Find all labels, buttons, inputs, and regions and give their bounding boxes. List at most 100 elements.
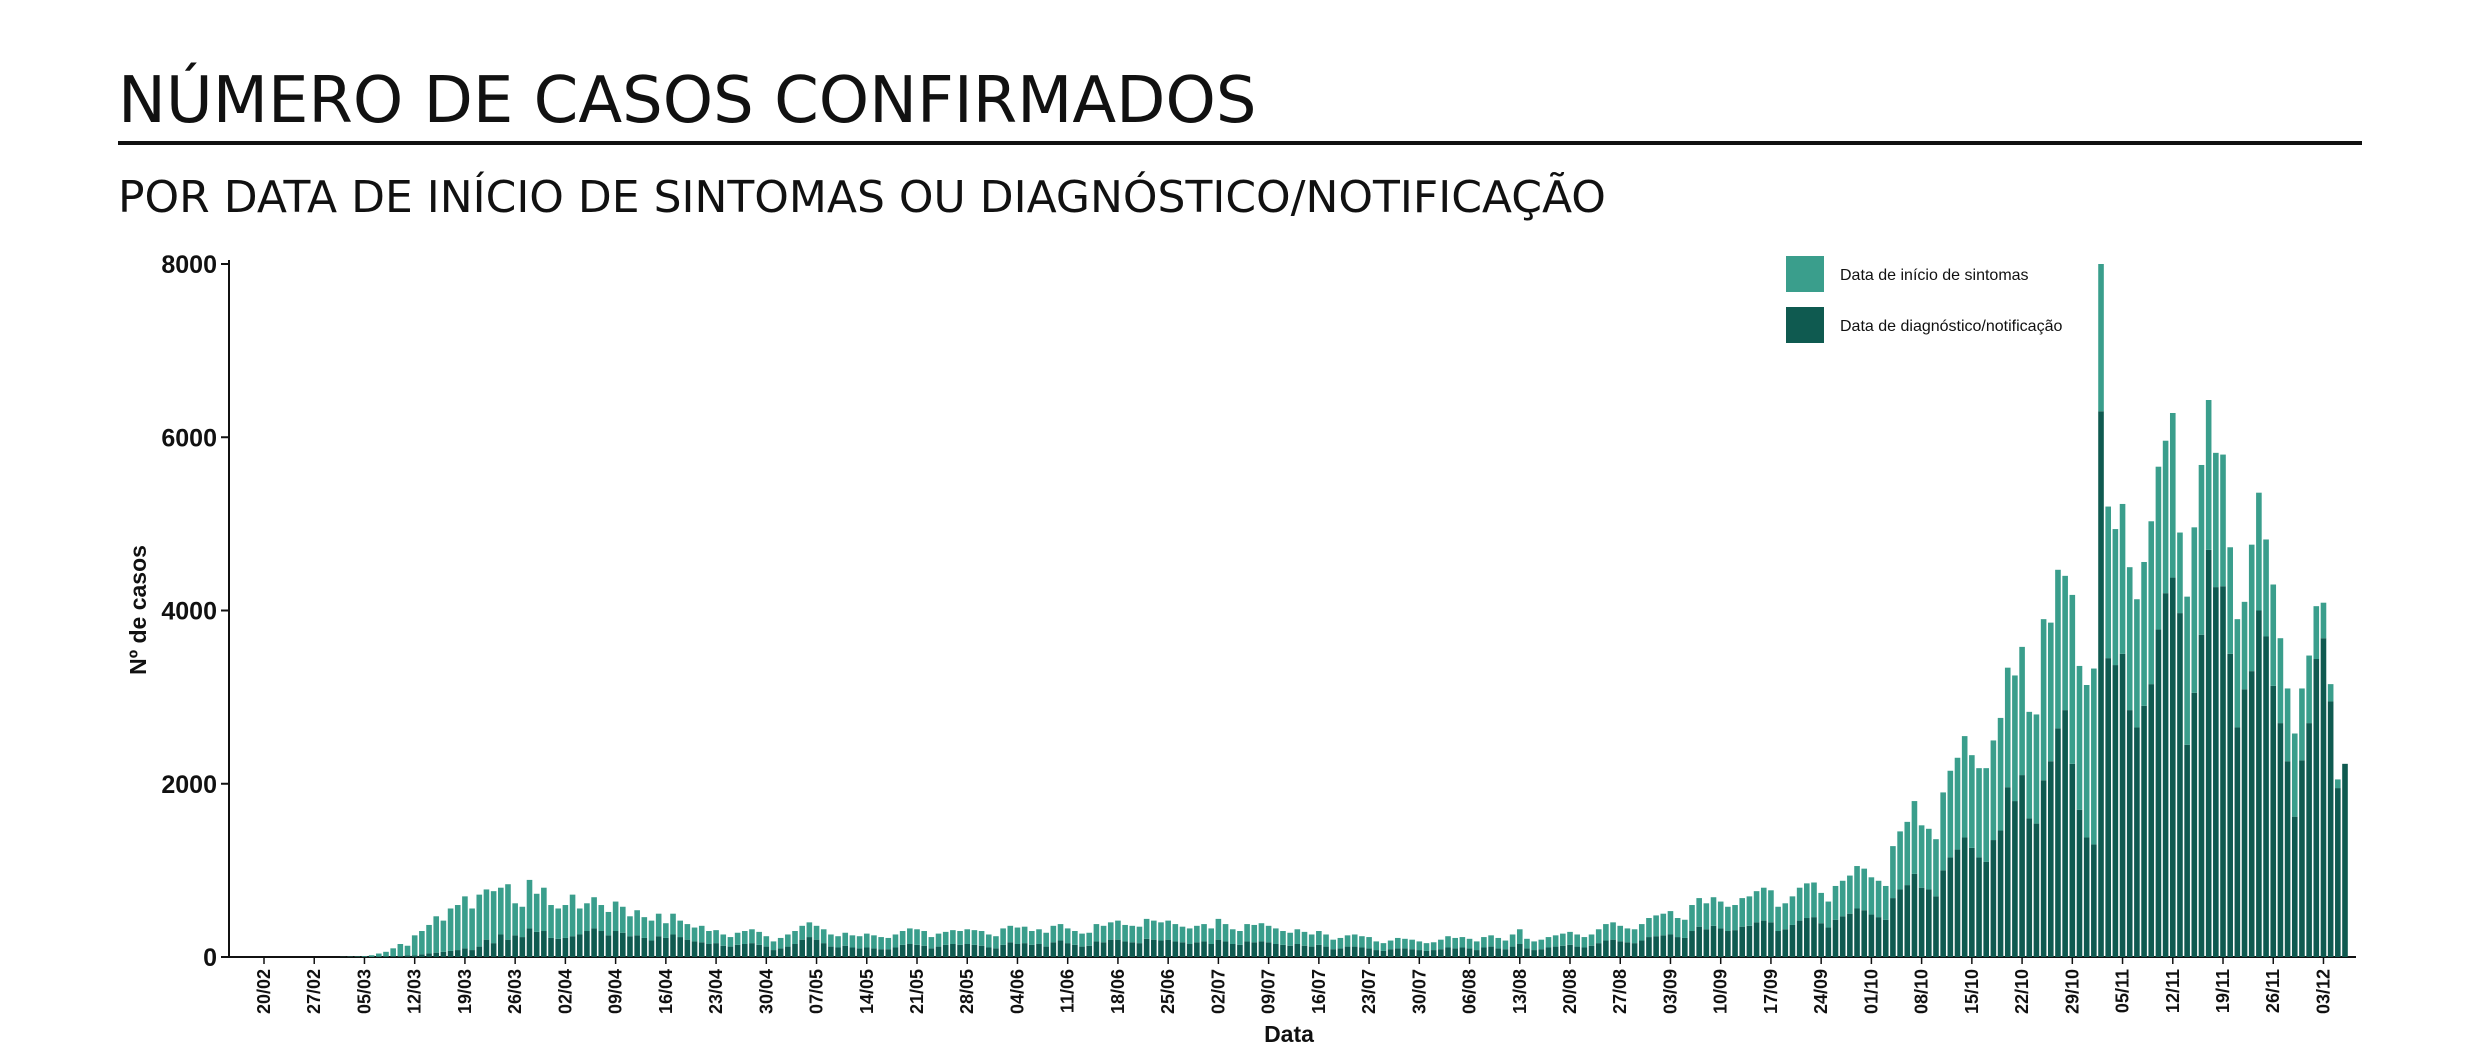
bar-segment <box>1430 942 1437 951</box>
bar-segment <box>562 937 569 957</box>
bar-segment <box>1072 944 1078 957</box>
bar-segment <box>2277 723 2284 957</box>
bar-segment <box>720 934 727 946</box>
bar-segment <box>1229 944 1236 957</box>
bar-segment <box>533 893 540 932</box>
bar-segment <box>1703 929 1710 957</box>
bar-segment <box>935 946 942 957</box>
bar-segment <box>1380 943 1387 951</box>
bar-segment <box>469 950 475 957</box>
bar-segment <box>505 939 511 957</box>
bar-segment <box>871 935 877 949</box>
bar-segment <box>770 941 777 951</box>
bar-segment <box>670 934 676 957</box>
bar-segment <box>885 937 892 950</box>
bar-segment <box>756 944 762 957</box>
bar-segment <box>1337 937 1344 949</box>
bar-segment <box>2019 775 2025 957</box>
bar-segment <box>498 887 504 935</box>
bar-segment <box>1516 929 1523 945</box>
bar-segment <box>2069 763 2076 957</box>
x-tick-label: 18/06 <box>1108 969 1128 1014</box>
bar-segment <box>1653 915 1659 937</box>
bar-segment <box>1933 896 1939 957</box>
bar-segment <box>2162 440 2169 594</box>
bar-segment <box>1667 911 1674 935</box>
y-tick-label: 0 <box>203 944 217 972</box>
bar-segment <box>2033 823 2040 957</box>
bar-segment <box>978 945 985 957</box>
bar-segment <box>1237 944 1243 957</box>
bar-segment <box>2047 761 2054 957</box>
bar-segment <box>1280 931 1286 945</box>
bar-segment <box>921 945 927 957</box>
bar-segment <box>2327 684 2334 702</box>
bar-segment <box>2134 727 2140 957</box>
bar-segment <box>1624 928 1631 943</box>
bar-segment <box>2098 264 2104 412</box>
bar-segment <box>591 928 597 957</box>
y-tick-label: 8000 <box>161 251 217 279</box>
bar-segment <box>1488 946 1494 957</box>
bar-segment <box>2256 492 2262 611</box>
bar-segment <box>1854 908 1860 957</box>
bar-segment <box>447 908 454 951</box>
x-tick-label: 16/04 <box>656 969 676 1014</box>
bar-segment <box>1359 936 1365 948</box>
bar-segment <box>1911 873 1918 957</box>
bar-segment <box>2026 711 2033 819</box>
bar-segment <box>1502 949 1509 957</box>
bar-segment <box>842 945 849 957</box>
x-tick-label: 24/09 <box>1811 969 1831 1014</box>
bar-segment <box>777 948 784 957</box>
bar-segment <box>1488 935 1494 947</box>
bar-segment <box>1997 830 2004 957</box>
bar-segment <box>1875 880 1882 918</box>
bar-segment <box>1839 880 1846 917</box>
bar-segment <box>2076 665 2083 810</box>
bar-segment <box>1545 937 1552 948</box>
bar-segment <box>1229 929 1236 945</box>
bar-segment <box>1531 950 1537 957</box>
bar-segment <box>1373 950 1380 957</box>
bar-segment <box>454 950 461 957</box>
bar-segment <box>1789 896 1796 925</box>
bar-segment <box>1574 934 1580 947</box>
bar-segment <box>1086 932 1093 946</box>
bar-segment <box>2019 646 2025 776</box>
x-tick-label: 17/09 <box>1761 969 1781 1014</box>
bar-segment <box>548 905 554 938</box>
bar-segment <box>813 939 820 957</box>
bar-segment <box>2248 544 2255 672</box>
bar-segment <box>878 949 884 957</box>
bar-segment <box>426 924 432 954</box>
bar-segment <box>1179 942 1186 957</box>
bar-segment <box>1021 943 1028 957</box>
bar-segment <box>1660 935 1667 957</box>
bar-segment <box>684 939 691 957</box>
bar-segment <box>2012 801 2018 957</box>
bar-segment <box>734 932 741 945</box>
bar-segment <box>1954 757 1961 850</box>
bar-segment <box>770 950 777 957</box>
bar-segment <box>1244 941 1250 957</box>
bar-segment <box>813 925 820 940</box>
bar-segment <box>1710 897 1717 926</box>
bar-segment <box>1760 887 1767 921</box>
bar-segment <box>1947 770 1954 858</box>
bar-segment <box>907 944 913 957</box>
bar-segment <box>993 936 999 949</box>
bar-segment <box>1818 923 1824 957</box>
bar-segment <box>2227 547 2233 654</box>
bar-segment <box>1890 846 1896 899</box>
bar-segment <box>1739 926 1746 957</box>
bar-segment <box>1717 901 1724 929</box>
bar-segment <box>648 920 655 941</box>
bar-segment <box>1186 928 1193 945</box>
bar-segment <box>1947 857 1954 957</box>
bar-segment <box>1057 924 1064 941</box>
bar-segment <box>1631 929 1638 944</box>
bar-segment <box>2241 689 2248 957</box>
x-tick-label: 05/11 <box>2113 969 2133 1013</box>
bar-segment <box>2284 688 2291 762</box>
